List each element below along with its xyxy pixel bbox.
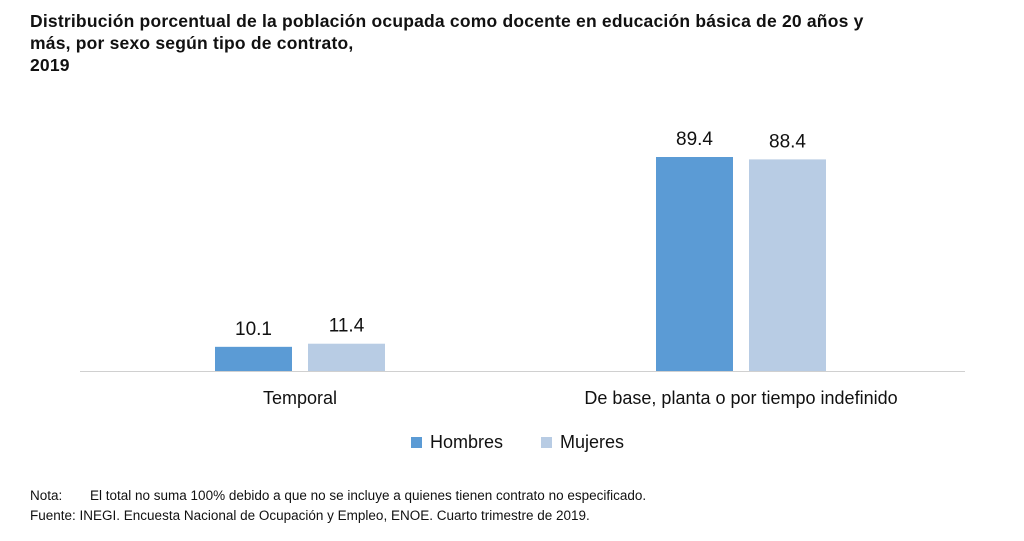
category-label: Temporal (263, 388, 337, 408)
bar-mujeres-1 (749, 159, 826, 371)
value-label: 10.1 (235, 319, 272, 340)
legend-label-hombres: Hombres (430, 432, 503, 452)
title-line-3: 2019 (30, 55, 70, 75)
legend-swatch-hombres (411, 437, 422, 448)
note-label: Nota: (30, 488, 63, 503)
value-label: 88.4 (769, 131, 806, 152)
legend-swatch-mujeres (541, 437, 552, 448)
note: Nota: El total no suma 100% debido a que … (30, 488, 646, 503)
legend-label-mujeres: Mujeres (560, 432, 624, 452)
bar-hombres-0 (215, 346, 292, 371)
chart-title: Distribución porcentual de la población … (30, 10, 864, 76)
value-label: 11.4 (329, 316, 365, 337)
note-text: El total no suma 100% debido a que no se… (90, 488, 647, 503)
category-label: De base, planta o por tiempo indefinido (584, 388, 897, 408)
bar-hombres-1 (656, 157, 733, 371)
value-label: 89.4 (676, 129, 713, 150)
title-line-2: más, por sexo según tipo de contrato, (30, 33, 354, 53)
bar-mujeres-0 (308, 343, 385, 371)
source: Fuente: INEGI. Encuesta Nacional de Ocup… (30, 508, 590, 523)
title-line-1: Distribución porcentual de la población … (30, 11, 864, 31)
